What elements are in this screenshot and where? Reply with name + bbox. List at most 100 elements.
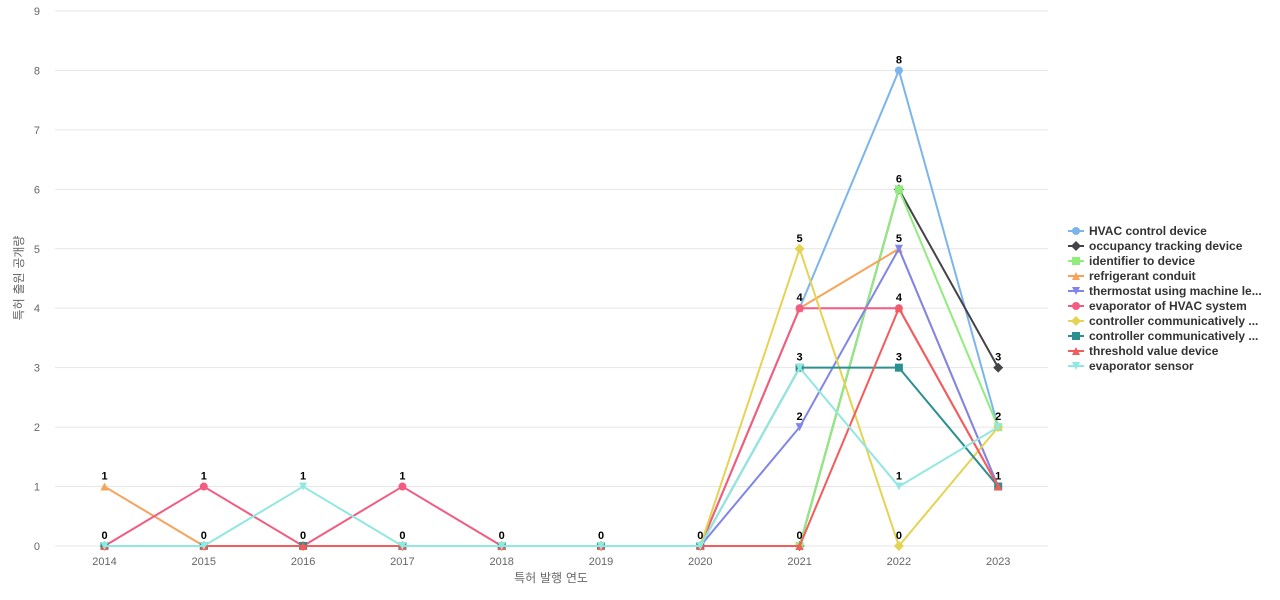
data-point[interactable] [894,304,903,313]
data-point[interactable] [994,482,1003,491]
legend-label: HVAC control device [1089,224,1207,238]
legend-marker [1072,332,1080,340]
data-point[interactable] [894,185,903,194]
data-point[interactable] [894,66,903,75]
data-label: 5 [797,233,803,245]
legend-item[interactable]: evaporator of HVAC system [1068,299,1247,313]
data-point[interactable] [795,423,804,432]
y-tick-label: 1 [34,482,40,494]
legend-marker [1071,241,1081,251]
series-8[interactable] [100,363,1003,550]
legend-label: thermostat using machine le... [1089,284,1262,298]
data-label: 0 [499,530,505,542]
data-point[interactable] [100,542,109,550]
legend-label: refrigerant conduit [1089,269,1196,283]
legend-marker [1072,227,1080,235]
data-label: 4 [896,292,903,304]
data-point[interactable] [894,244,903,253]
legend-item[interactable]: HVAC control device [1068,224,1207,238]
x-tick-label: 2017 [390,556,414,568]
series-5[interactable] [100,244,1003,550]
x-tick-label: 2015 [192,556,216,568]
y-tick-label: 4 [34,303,40,315]
x-axis-ticks: 2014 2015 2016 2017 2018 2019 2020 2021 2022 2023 [92,556,1010,568]
data-label: 2 [797,411,803,423]
data-point[interactable] [894,363,903,372]
legend-label: threshold value device [1089,344,1219,358]
data-label: 3 [896,352,902,364]
data-point[interactable] [795,304,804,313]
legend-label: occupancy tracking device [1089,239,1243,253]
data-label: 1 [300,471,306,483]
data-label: 1 [201,471,207,483]
data-point[interactable] [994,423,1003,432]
data-point[interactable] [199,542,208,550]
data-point[interactable] [993,362,1004,373]
legend-marker [1072,257,1080,265]
legend-item[interactable]: evaporator sensor [1068,359,1194,373]
series-4[interactable] [100,244,1003,550]
series-line [104,366,999,547]
data-point[interactable] [299,482,308,491]
data-point[interactable] [696,542,705,550]
data-point[interactable] [199,482,208,491]
data-label: 3 [797,352,803,364]
y-tick-label: 5 [34,244,40,256]
series-lines [99,66,1004,551]
series-line [104,247,999,547]
data-label: 0 [697,530,703,542]
x-tick-label: 2020 [688,556,712,568]
data-label: 0 [101,530,107,542]
data-point[interactable] [597,542,605,550]
series-line [104,247,1000,547]
gridlines [55,10,1048,547]
legend-marker [1071,316,1081,326]
data-point[interactable] [497,542,506,550]
data-label: 0 [598,530,604,542]
legend-marker [1072,272,1080,280]
data-label: 2 [995,411,1001,423]
data-label: 0 [797,530,803,542]
legend-marker [1072,302,1080,310]
data-point[interactable] [398,482,407,491]
legend-marker [1072,347,1080,355]
y-axis-title: 특허 출원 공개량 [12,236,26,321]
data-point[interactable] [795,542,804,550]
data-label: 6 [896,173,902,185]
legend-item[interactable]: threshold value device [1068,344,1219,358]
legend-item[interactable]: controller communicatively ... [1068,314,1258,328]
data-point[interactable] [893,541,904,551]
data-point[interactable] [794,243,805,254]
legend-item[interactable]: thermostat using machine le... [1068,284,1262,298]
data-point[interactable] [398,542,407,550]
series-line [103,247,1000,547]
legend-label: evaporator sensor [1089,359,1194,373]
y-tick-label: 9 [34,6,40,18]
data-point[interactable] [795,363,804,372]
data-point[interactable] [894,482,903,491]
legend-item[interactable]: controller communicatively ... [1068,329,1258,343]
series-10[interactable] [100,363,1003,550]
x-tick-label: 2018 [489,556,513,568]
y-axis-ticks: 0 1 2 3 4 5 6 7 8 9 [34,6,40,553]
y-tick-label: 0 [34,541,40,553]
x-tick-label: 2023 [986,556,1010,568]
y-tick-label: 7 [34,125,40,137]
legend-item[interactable]: refrigerant conduit [1068,269,1196,283]
data-label: 1 [995,471,1001,483]
legend-item[interactable]: occupancy tracking device [1068,239,1243,253]
series-line [104,366,999,547]
legend-item[interactable]: identifier to device [1068,254,1195,268]
data-point[interactable] [299,542,308,550]
data-label: 0 [300,530,306,542]
y-tick-label: 8 [34,65,40,77]
data-label: 1 [399,471,405,483]
x-tick-label: 2016 [291,556,315,568]
data-point[interactable] [100,482,109,491]
data-label: 0 [399,530,405,542]
legend-label: identifier to device [1089,254,1195,268]
x-tick-label: 2022 [887,556,911,568]
y-tick-label: 2 [34,422,40,434]
